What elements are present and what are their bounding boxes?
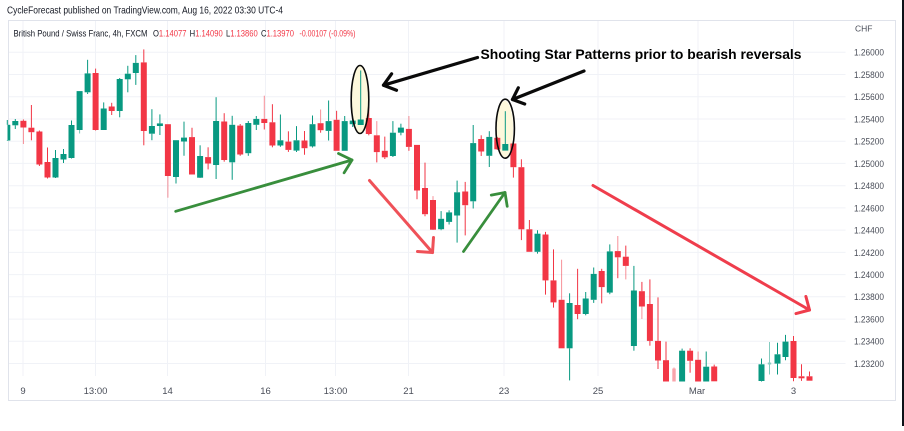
svg-text:1.26000: 1.26000 xyxy=(854,48,884,59)
svg-text:-0.00107 (-0.09%): -0.00107 (-0.09%) xyxy=(300,29,356,40)
svg-text:21: 21 xyxy=(403,386,414,397)
svg-text:1.24800: 1.24800 xyxy=(854,181,884,192)
svg-text:16: 16 xyxy=(260,386,271,397)
svg-text:25: 25 xyxy=(593,386,604,397)
svg-text:CycleForecast published on Tra: CycleForecast published on TradingView.c… xyxy=(7,5,283,17)
svg-text:14: 14 xyxy=(162,386,173,397)
svg-text:Mar: Mar xyxy=(689,386,705,397)
svg-text:13:00: 13:00 xyxy=(84,386,108,397)
svg-text:1.24600: 1.24600 xyxy=(854,203,884,214)
svg-text:1.25800: 1.25800 xyxy=(854,70,884,81)
svg-text:1.25400: 1.25400 xyxy=(854,114,884,125)
svg-text:1.23400: 1.23400 xyxy=(854,337,884,348)
svg-text:1.25600: 1.25600 xyxy=(854,92,884,103)
svg-text:23: 23 xyxy=(499,386,510,397)
svg-text:O1.14077H1.14090L1.13860C1.139: O1.14077H1.14090L1.13860C1.13970 xyxy=(153,29,294,40)
svg-text:1.24200: 1.24200 xyxy=(854,248,884,259)
svg-text:9: 9 xyxy=(20,386,25,397)
svg-text:1.24400: 1.24400 xyxy=(854,226,884,237)
svg-text:13:00: 13:00 xyxy=(324,386,348,397)
svg-text:1.25200: 1.25200 xyxy=(854,137,884,148)
svg-text:1.25000: 1.25000 xyxy=(854,159,884,170)
svg-text:1.23800: 1.23800 xyxy=(854,292,884,303)
svg-text:Shooting Star Patterns prior t: Shooting Star Patterns prior to bearish … xyxy=(481,46,802,62)
svg-text:1.23600: 1.23600 xyxy=(854,315,884,326)
svg-text:1.24000: 1.24000 xyxy=(854,270,884,281)
svg-text:1.23200: 1.23200 xyxy=(854,359,884,370)
svg-text:CHF: CHF xyxy=(855,24,872,34)
svg-text:3: 3 xyxy=(791,386,796,397)
svg-text:British Pound / Swiss Franc, 4: British Pound / Swiss Franc, 4h, FXCM xyxy=(14,29,148,40)
